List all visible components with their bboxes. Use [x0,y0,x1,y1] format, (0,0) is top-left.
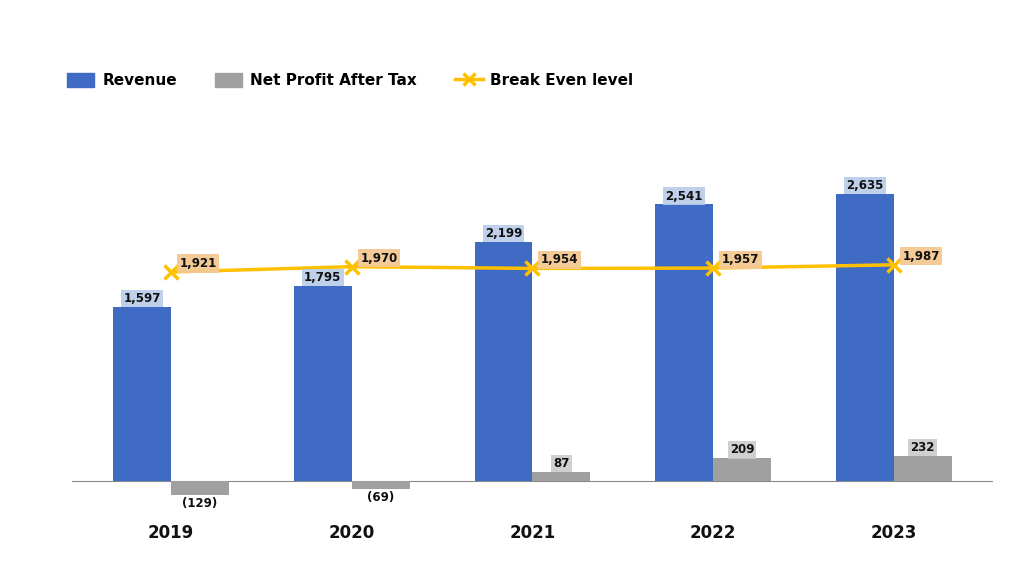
Bar [836,194,894,481]
Bar [352,481,410,489]
Text: 209: 209 [730,444,755,456]
Text: 1,987: 1,987 [902,250,940,263]
Text: 87: 87 [553,457,569,470]
Bar [475,242,532,481]
Legend: Revenue, Net Profit After Tax, Break Even level: Revenue, Net Profit After Tax, Break Eve… [60,67,639,94]
Text: 1,795: 1,795 [304,271,342,284]
Text: 2,199: 2,199 [485,227,522,240]
Bar [655,204,713,481]
Text: 1,921: 1,921 [179,257,217,270]
Text: (69): (69) [367,490,394,504]
Text: 1,597: 1,597 [124,293,161,305]
Text: 2,635: 2,635 [846,179,884,192]
Text: Break Even Chart ($'000): Break Even Chart ($'000) [354,53,670,73]
Bar [114,308,171,481]
Bar [294,286,352,481]
Text: (129): (129) [182,497,218,510]
Text: 1,970: 1,970 [360,252,397,265]
Text: 1,954: 1,954 [541,253,579,267]
Bar [713,458,771,481]
Bar [532,472,590,481]
Bar [894,456,951,481]
Text: 232: 232 [910,441,935,454]
Bar [171,481,229,495]
Text: 2,541: 2,541 [666,189,702,203]
Text: 1,957: 1,957 [722,253,759,266]
